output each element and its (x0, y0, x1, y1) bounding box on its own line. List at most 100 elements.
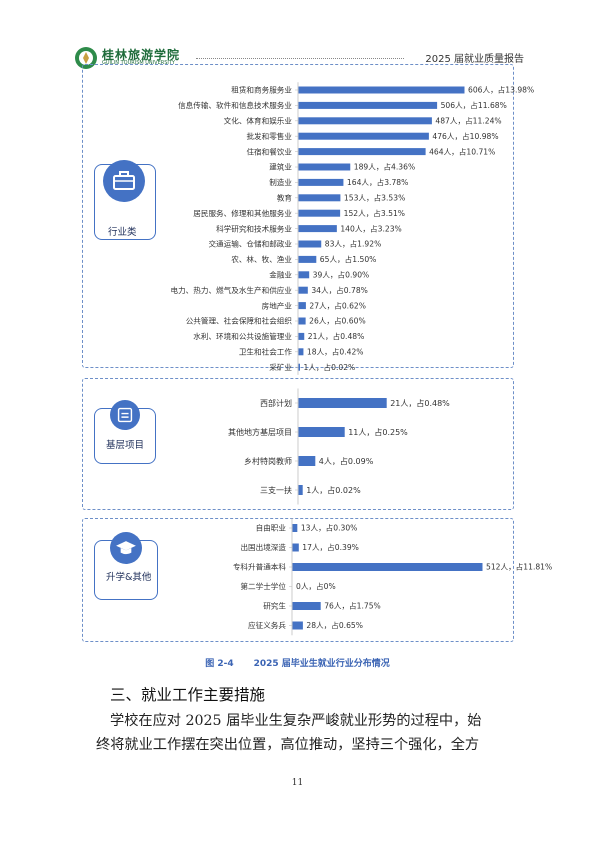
chart-1-category-label: 文化、体育和娱乐业 (224, 115, 293, 125)
chart-1-category-label: 公共管理、社会保障和社会组织 (186, 316, 293, 326)
chart-3-category-label: 第二学士学位 (240, 581, 286, 591)
chart-2-data-label: 11人，占0.25% (348, 427, 408, 437)
paragraph-line-1: 学校在应对 2025 届毕业生复杂严峻就业形势的过程中，始 (110, 713, 482, 729)
chart-1-bar (298, 148, 426, 156)
chart-1-bar (298, 240, 322, 248)
further-study-panel (82, 518, 514, 642)
chart-2-bar (298, 456, 316, 466)
chart-2-category-label: 乡村特岗教师 (244, 456, 292, 466)
chart-1-category-label: 房地产业 (262, 300, 293, 310)
chart-1-category-label: 批发和零售业 (246, 131, 292, 141)
report-title: 2025 届就业质量报告 (425, 54, 524, 65)
university-name-en: GUILIN TOURISM UNIVERSITY (102, 60, 175, 66)
chart-1-bar (298, 363, 300, 371)
figure-title: 2025 届毕业生就业行业分布情况 (253, 659, 390, 669)
chart-1-bar (298, 117, 432, 125)
grassroots-panel (82, 378, 514, 510)
chart-2-data-label: 21人，占0.48% (390, 398, 450, 408)
id-card-icon (110, 400, 140, 430)
chart-1-bar (298, 348, 304, 356)
chart-1-data-label: 153人，占3.53% (344, 192, 405, 202)
grassroots-category-label: 基层项目 (104, 437, 147, 451)
chart-1-category-label: 卫生和社会工作 (239, 346, 293, 356)
chart-3-bar (292, 563, 483, 571)
chart-1-bar (298, 332, 305, 340)
chart-1-data-label: 152人，占3.51% (344, 208, 405, 218)
chart-1-category-label: 建筑业 (269, 162, 292, 172)
chart-2-bar (298, 485, 303, 495)
chart-3-category-label: 应征义务兵 (248, 620, 286, 630)
chart-1-category-label: 水利、环境和公共设施管理业 (193, 331, 292, 341)
chart-1-category-label: 教育 (277, 192, 293, 202)
chart-1-bar (298, 132, 429, 140)
chart-1-data-label: 164人，占3.78% (347, 177, 408, 187)
chart-1-category-label: 电力、热力、燃气及水生产和供应业 (171, 285, 293, 295)
chart-1-data-label: 1人，占0.02% (304, 362, 356, 372)
chart-1-data-label: 506人，占11.68% (441, 100, 507, 110)
chart-3-data-label: 512人，占11.81% (486, 562, 552, 572)
chart-1-category-label: 金融业 (269, 269, 292, 279)
figure-number: 图 2-4 (205, 659, 234, 669)
chart-group-3: 自由职业 13人，占0.30% 出国出境深造 17人，占0.39% 专科升普通本科 512… (233, 518, 552, 636)
chart-2-bar (298, 398, 387, 408)
chart-2-data-label: 1人，占0.02% (306, 485, 361, 495)
chart-3-category-label: 研究生 (263, 601, 286, 611)
chart-3-bar (292, 621, 303, 630)
chart-3-data-label: 0人，占0% (296, 581, 336, 591)
graduation-cap-icon (110, 532, 142, 564)
chart-1-bar (298, 225, 337, 233)
chart-1-data-label: 34人，占0.78% (311, 285, 368, 295)
chart-3-category-label: 出国出境深造 (240, 542, 286, 552)
university-logo-icon (75, 47, 97, 69)
chart-3-data-label: 76人，占1.75% (324, 601, 381, 611)
chart-1-category-label: 住宿和餐饮业 (246, 146, 292, 156)
chart-1-bar (298, 194, 341, 202)
page-header: 桂林旅游学院 GUILIN TOURISM UNIVERSITY 2025 届就… (74, 44, 524, 74)
paragraph-line-2: 终将就业工作摆在突出位置，高位推动，坚持三个强化，全方 (96, 737, 480, 753)
chart-3-bar (292, 543, 299, 552)
chart-3-bar (292, 602, 321, 610)
chart-1-category-label: 租赁和商务服务业 (231, 85, 292, 95)
figure-caption: 图 2-4 2025 届毕业生就业行业分布情况 (0, 656, 595, 669)
chart-1-data-label: 65人，占1.50% (320, 254, 377, 264)
chart-2-data-label: 4人，占0.09% (319, 456, 374, 466)
header-divider (196, 58, 404, 59)
chart-2-category-label: 其他地方基层项目 (228, 427, 292, 437)
chart-1-data-label: 189人，占4.36% (354, 162, 415, 172)
chart-1-category-label: 采矿业 (269, 362, 292, 372)
chart-2-category-label: 西部计划 (260, 398, 292, 408)
chart-1-bar (298, 271, 310, 279)
chart-1-category-label: 制造业 (269, 177, 292, 187)
chart-1-data-label: 21人，占0.48% (308, 331, 365, 341)
chart-1-bar (298, 255, 317, 263)
chart-2-bar (298, 427, 345, 437)
chart-3-data-label: 17人，占0.39% (302, 542, 359, 552)
chart-1-bar (298, 163, 351, 171)
chart-3-data-label: 13人，占0.30% (301, 523, 358, 533)
briefcase-icon (103, 160, 145, 202)
chart-1-category-label: 科学研究和技术服务业 (216, 223, 292, 233)
chart-1-bar (298, 302, 306, 310)
chart-1-data-label: 606人，占13.98% (468, 85, 534, 95)
chart-1-bar (298, 209, 341, 217)
chart-1-data-label: 476人，占10.98% (432, 131, 498, 141)
chart-group-2: 西部计划 21人，占0.48% 其他地方基层项目 11人，占0.25% 乡村特岗教师 4人… (228, 388, 450, 505)
chart-1-data-label: 39人，占0.90% (313, 269, 370, 279)
industry-category-label: 行业类 (106, 224, 139, 238)
chart-2-category-label: 三支一扶 (260, 485, 292, 495)
page-number: 11 (291, 778, 304, 788)
chart-1-category-label: 信息传输、软件和信息技术服务业 (178, 100, 292, 110)
chart-1-data-label: 26人，占0.60% (309, 316, 366, 326)
chart-1-bar (298, 101, 438, 109)
chart-1-data-label: 83人，占1.92% (325, 239, 382, 249)
section-heading: 三、就业工作主要措施 (110, 686, 266, 704)
chart-1-bar (298, 86, 465, 94)
chart-1-category-label: 交通运输、仓储和邮政业 (208, 239, 292, 249)
chart-1-data-label: 464人，占10.71% (429, 146, 495, 156)
chart-1-bar (298, 286, 308, 294)
chart-1-data-label: 18人，占0.42% (307, 346, 364, 356)
chart-3-bar (292, 524, 298, 532)
university-name: 桂林旅游学院 (102, 48, 181, 62)
chart-1-data-label: 140人，占3.23% (340, 223, 401, 233)
